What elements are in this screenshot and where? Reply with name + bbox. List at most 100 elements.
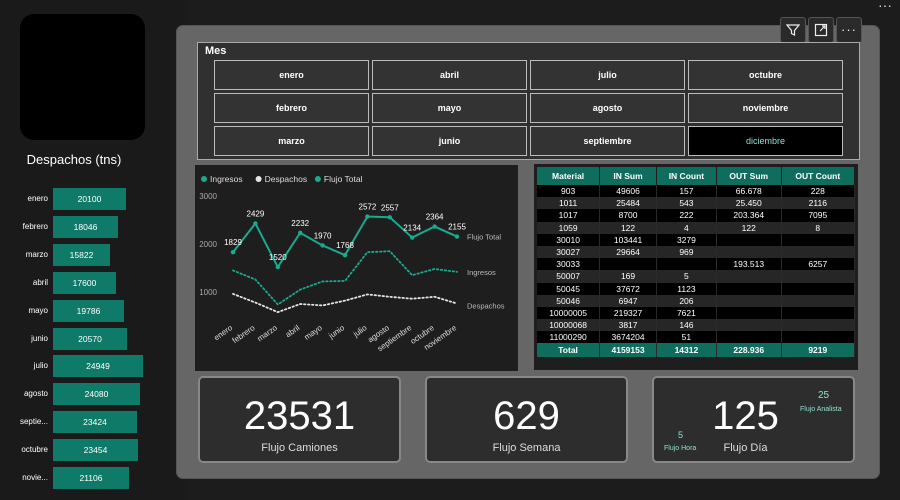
table-row[interactable]: 1017 8700 222 203.364 7095 (537, 209, 856, 222)
table-cell: 2116 (781, 197, 856, 210)
month-button-junio[interactable]: junio (372, 126, 527, 156)
bar[interactable] (53, 383, 140, 406)
column-header[interactable]: IN Count (656, 167, 717, 185)
data-label: 2364 (426, 213, 444, 222)
table-cell: 146 (656, 319, 717, 332)
legend-marker (255, 176, 262, 182)
bar-label: mayo (28, 305, 48, 315)
table-cell: 11000290 (537, 331, 601, 344)
table-cell: 3674204 (599, 331, 657, 344)
table-row[interactable]: 10000005 219327 7621 (537, 306, 856, 320)
month-button-octubre[interactable]: octubre (688, 60, 843, 90)
table-row[interactable]: 30010 103441 3279 (537, 233, 856, 246)
data-label: 2232 (291, 219, 309, 228)
column-header[interactable]: IN Sum (599, 167, 657, 185)
bar-label: novie... (22, 473, 48, 482)
bar-label: julio (33, 361, 48, 371)
flujo-camiones-value: 23531 (243, 394, 356, 438)
table-row[interactable]: 30033 193.513 6257 (537, 258, 856, 271)
data-label: 1829 (224, 238, 242, 247)
table-cell: 6257 (781, 258, 856, 271)
table-row[interactable]: 903 49606 157 66.678 228 (537, 185, 856, 198)
column-header[interactable]: Material (537, 167, 601, 185)
table-cell (781, 233, 856, 246)
data-label: 2134 (403, 224, 421, 233)
table-row[interactable]: 1059 122 4 122 8 (537, 221, 856, 234)
bar-value-label: 15822 (69, 249, 94, 260)
filter-icon[interactable] (780, 17, 806, 43)
table-cell (716, 331, 782, 344)
month-button-enero[interactable]: enero (214, 60, 369, 90)
table-cell: 25484 (599, 197, 657, 210)
month-button-abril[interactable]: abril (372, 60, 527, 90)
table-cell: 169 (599, 270, 657, 283)
table-cell: 5 (656, 270, 717, 283)
table-cell (716, 233, 782, 246)
table-cell: 222 (656, 209, 717, 222)
table-row[interactable]: 50046 6947 206 (537, 294, 856, 307)
table-cell: 51 (656, 331, 717, 344)
card-flujo-semana: 629 Flujo Semana (425, 376, 628, 463)
data-point (320, 243, 325, 248)
page-more-options-icon[interactable]: ··· (878, 0, 892, 13)
table-cell: 157 (656, 185, 717, 198)
table-cell (781, 282, 856, 295)
bar[interactable] (53, 411, 137, 434)
flujo-dia-value: 125 (712, 394, 779, 438)
table-cell: 30010 (537, 233, 601, 246)
bar[interactable] (53, 299, 124, 322)
bar-label: marzo (25, 249, 48, 259)
table-row[interactable]: 50045 37672 1123 (537, 282, 856, 295)
y-tick-label: 2000 (199, 240, 217, 249)
table-cell: 50046 (537, 294, 601, 307)
table-cell (781, 270, 856, 283)
focus-mode-icon[interactable] (808, 17, 834, 43)
data-point (253, 221, 258, 226)
data-label: 2557 (381, 203, 399, 212)
total-cell: 228.936 (716, 343, 782, 358)
table-cell: 30033 (537, 258, 601, 271)
table-row[interactable]: 50007 169 5 (537, 270, 856, 283)
table-cell: 122 (716, 221, 782, 234)
table-cell: 1011 (537, 197, 601, 210)
data-point (342, 252, 348, 258)
bar[interactable] (53, 243, 110, 266)
month-button-septiembre[interactable]: septiembre (530, 126, 685, 156)
table-cell (716, 294, 782, 307)
bar-value-label: 21106 (79, 473, 103, 483)
table-row[interactable]: 10000068 3817 146 (537, 319, 856, 332)
more-options-icon[interactable]: ··· (836, 17, 862, 43)
month-button-julio[interactable]: julio (530, 60, 685, 90)
month-button-agosto[interactable]: agosto (530, 93, 685, 123)
bar[interactable] (53, 467, 129, 489)
month-button-diciembre[interactable]: diciembre (688, 126, 843, 156)
column-header[interactable]: OUT Sum (716, 167, 782, 185)
bar[interactable] (53, 188, 126, 210)
month-button-febrero[interactable]: febrero (214, 93, 369, 123)
flujo-hora-label: Flujo Hora (664, 445, 697, 452)
bar[interactable] (53, 215, 118, 238)
data-point (275, 264, 280, 270)
table-cell: 10000068 (537, 319, 601, 332)
legend-label: Despachos (265, 174, 308, 184)
table-row[interactable]: 1011 25484 543 25.450 2116 (537, 197, 856, 210)
data-label: 1970 (314, 231, 332, 240)
bar[interactable] (53, 327, 127, 350)
month-button-marzo[interactable]: marzo (214, 126, 369, 156)
table-cell: 6947 (599, 294, 657, 307)
flujo-analista-value: 25 (818, 390, 830, 401)
bar[interactable] (53, 439, 138, 462)
table-cell: 50007 (537, 270, 601, 283)
bar[interactable] (53, 271, 116, 294)
month-button-mayo[interactable]: mayo (372, 93, 527, 123)
month-button-noviembre[interactable]: noviembre (688, 93, 843, 123)
table-row[interactable]: 30027 29664 969 (537, 245, 856, 259)
flujo-camiones-label: Flujo Camiones (261, 442, 338, 454)
data-point (298, 230, 303, 236)
table-cell: 122 (599, 221, 657, 234)
column-header[interactable]: OUT Count (781, 167, 856, 185)
flujo-semana-value: 629 (493, 394, 560, 438)
series-end-label: Flujo Total (467, 233, 501, 242)
bar[interactable] (53, 355, 143, 378)
table-row[interactable]: 11000290 3674204 51 (537, 331, 856, 344)
